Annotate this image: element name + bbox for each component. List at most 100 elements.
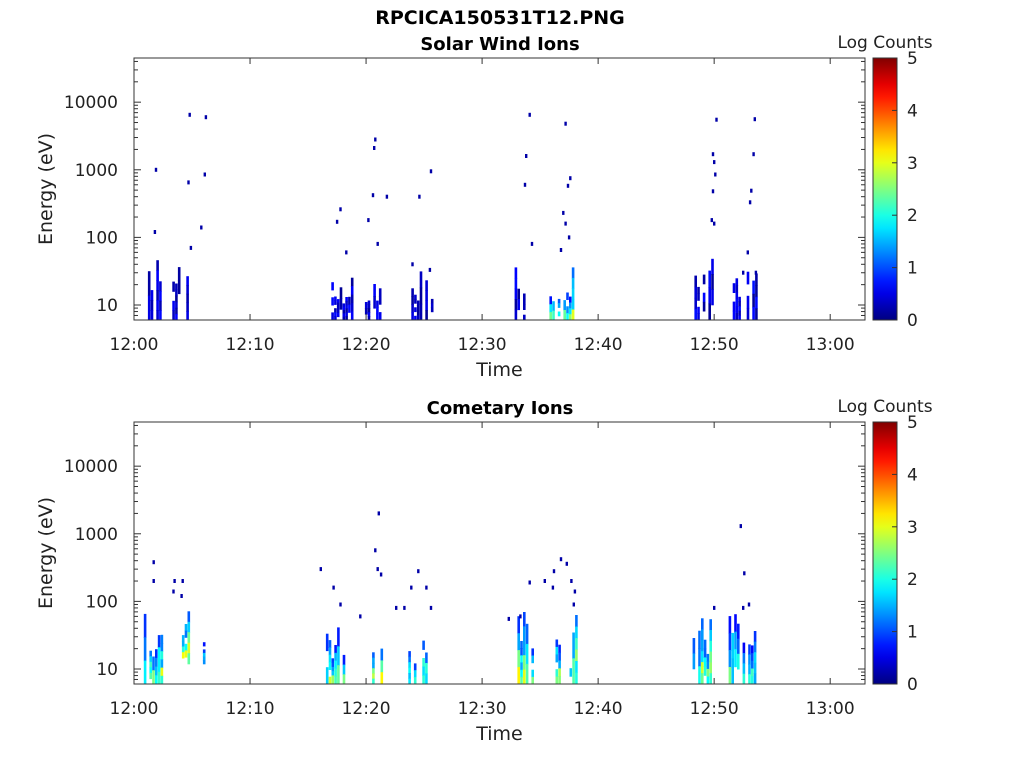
spectrogram-cell (342, 310, 346, 314)
spectrogram-cell (711, 274, 714, 290)
spectrogram-cell (752, 280, 755, 295)
colorbar-tick-label: 1 (907, 259, 918, 279)
spectrogram-cell (172, 300, 175, 311)
spectrogram-cell (430, 303, 434, 308)
spectrogram-cell (408, 656, 411, 663)
spectrogram-cell (737, 653, 740, 670)
spectrogram-point (743, 571, 746, 576)
spectrogram-cell (575, 626, 578, 639)
spectrogram-cell (514, 288, 518, 300)
spectrogram-cell (753, 631, 757, 643)
spectrogram-point (172, 589, 175, 594)
spectrogram-cell (334, 300, 337, 305)
spectrogram-cell (157, 671, 161, 684)
spectrogram-cell (709, 662, 712, 674)
spectrogram-cell (751, 668, 754, 677)
spectrogram-cell (575, 661, 578, 674)
spectrogram-cell (364, 308, 368, 315)
spectrogram-point (319, 567, 322, 572)
spectrogram-cell (555, 654, 559, 663)
spectrogram-cell (708, 303, 711, 320)
spectrogram-cell (331, 658, 335, 664)
spectrogram-cell (378, 312, 382, 320)
spectrogram-cell (331, 282, 334, 291)
spectrogram-point (152, 579, 155, 583)
spectrogram-cell (416, 310, 420, 316)
spectrogram-cell (376, 313, 379, 320)
spectrogram-cell (425, 663, 428, 675)
spectrogram-cell (746, 295, 750, 309)
spectrogram-cell (337, 646, 340, 666)
spectrogram-cell (331, 666, 335, 672)
colorbar-tick-label: 3 (907, 154, 918, 174)
spectrogram-cell (706, 676, 710, 684)
spectrogram-cell (738, 301, 741, 307)
spectrogram-cell (181, 635, 185, 642)
spectrogram-point (552, 569, 556, 574)
y-tick-label: 1000 (75, 525, 118, 545)
spectrogram-cell (728, 616, 732, 634)
x-axis-label: Time (475, 359, 523, 381)
spectrogram-cell (336, 313, 340, 318)
spectrogram-cell (701, 618, 704, 630)
colorbar-tick-label: 0 (907, 311, 918, 331)
x-tick-label: 12:50 (690, 335, 739, 355)
spectrogram-cell (350, 277, 354, 287)
spectrogram-cell (186, 276, 189, 286)
spectrogram-cell (703, 657, 707, 667)
spectrogram-cell (331, 662, 335, 668)
spectrogram-cell (692, 653, 696, 670)
spectrogram-cell (350, 286, 354, 296)
spectrogram-cell (734, 631, 737, 650)
spectrogram-cell (150, 310, 154, 320)
spectrogram-cell (331, 675, 335, 681)
spectrogram-cell (569, 296, 572, 303)
y-axis-label: Energy (eV) (35, 497, 57, 609)
plot-frame (133, 57, 866, 321)
spectrogram-cell (697, 313, 700, 320)
spectrogram-cell (706, 668, 710, 677)
spectrogram-cell (337, 627, 340, 647)
spectrogram-cell (698, 666, 701, 684)
spectrogram-cell (184, 630, 188, 638)
spectrogram-cell (753, 641, 757, 653)
spectrogram-cell (155, 675, 158, 684)
spectrogram-cell (380, 660, 384, 673)
spectrogram-cell (430, 307, 434, 313)
spectrogram-cell (202, 656, 206, 661)
spectrogram-cell (172, 310, 175, 320)
spectrogram-point (573, 589, 577, 594)
spectrogram-cell (425, 300, 428, 311)
spectrogram-cell (350, 303, 354, 313)
spectrogram-cell (150, 300, 154, 311)
spectrogram-cell (345, 316, 348, 320)
spectrogram-cell (155, 657, 158, 668)
spectrogram-cell (373, 296, 376, 309)
spectrogram-cell (411, 312, 414, 320)
spectrogram-cell (525, 623, 529, 645)
spectrogram-cell (552, 310, 555, 320)
spectrogram-point (543, 579, 546, 583)
spectrogram-cell (709, 630, 712, 642)
spectrogram-cell (328, 647, 332, 656)
x-tick-label: 12:50 (690, 699, 739, 719)
spectrogram-cell (160, 643, 164, 652)
spectrogram-cell (735, 292, 739, 300)
colorbar-tick-label: 0 (907, 675, 918, 695)
spectrogram-cell (186, 311, 189, 320)
spectrogram-cell (557, 298, 561, 304)
spectrogram-cell (520, 648, 523, 656)
spectrogram-cell (523, 612, 526, 627)
spectrogram-cell (202, 660, 206, 665)
spectrogram-cell (517, 633, 520, 651)
spectrogram-cell (350, 311, 354, 320)
spectrogram-cell (348, 296, 351, 306)
spectrogram-cell (732, 310, 736, 320)
spectrogram-cell (184, 624, 188, 632)
spectrogram-cell (566, 306, 569, 314)
spectrogram-cell (408, 651, 411, 658)
spectrogram-cell (422, 666, 425, 676)
spectrogram-cell (187, 632, 191, 644)
spectrogram-cell (159, 291, 162, 302)
